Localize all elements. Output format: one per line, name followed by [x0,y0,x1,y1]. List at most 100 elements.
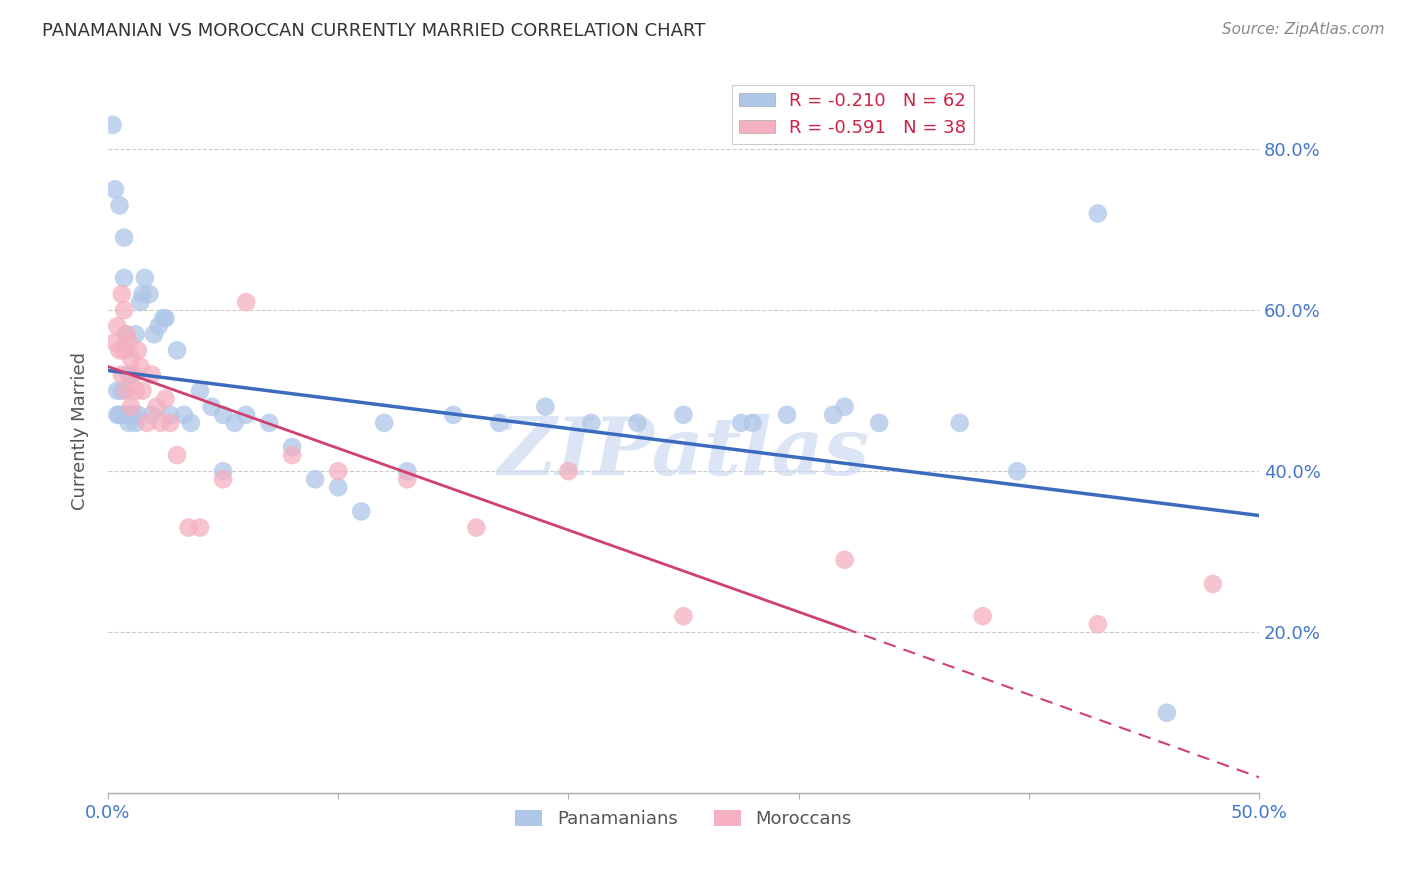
Point [200,400,222,414]
Point [626,416,648,430]
Point [120,400,142,414]
Point [281,448,304,462]
Point [108,198,131,212]
Point [108,408,131,422]
Point [180,416,202,430]
Point [101,118,124,132]
Point [166,448,188,462]
Point [120,351,142,366]
Point [104,182,127,196]
Point [281,440,304,454]
Point [304,472,326,486]
Point [124,384,146,398]
Text: Source: ZipAtlas.com: Source: ZipAtlas.com [1222,22,1385,37]
Point [177,520,200,534]
Point [141,368,163,382]
Point [120,408,142,422]
Point [581,416,603,430]
Point [111,368,134,382]
Point [115,384,138,398]
Point [834,400,856,414]
Point [159,408,181,422]
Point [972,609,994,624]
Point [145,400,167,414]
Point [118,416,141,430]
Point [741,416,763,430]
Point [823,408,845,422]
Point [188,520,211,534]
Point [328,480,350,494]
Point [396,464,419,478]
Point [834,553,856,567]
Point [118,368,141,382]
Point [465,520,488,534]
Point [127,408,149,422]
Point [104,335,127,350]
Point [173,408,195,422]
Point [115,327,138,342]
Point [155,311,177,326]
Point [188,384,211,398]
Point [488,416,510,430]
Point [212,464,235,478]
Point [235,295,257,310]
Point [131,287,153,301]
Point [105,384,128,398]
Text: ZIPatlas: ZIPatlas [498,414,869,491]
Point [120,368,142,382]
Point [1007,464,1029,478]
Point [108,343,131,358]
Point [672,408,695,422]
Point [143,327,166,342]
Point [730,416,752,430]
Point [257,416,280,430]
Point [350,504,373,518]
Point [224,416,246,430]
Point [212,408,235,422]
Point [122,408,145,422]
Point [112,303,135,318]
Point [159,416,181,430]
Point [149,416,172,430]
Point [148,319,170,334]
Point [122,368,145,382]
Point [134,271,156,285]
Point [124,416,146,430]
Point [396,472,419,486]
Y-axis label: Currently Married: Currently Married [72,352,89,510]
Point [672,609,695,624]
Point [328,464,350,478]
Point [212,472,235,486]
Point [534,400,557,414]
Point [111,384,134,398]
Point [166,343,188,358]
Point [127,343,149,358]
Point [111,408,134,422]
Point [112,230,135,244]
Point [111,287,134,301]
Point [131,384,153,398]
Point [112,271,135,285]
Point [138,287,160,301]
Point [1202,577,1225,591]
Legend: Panamanians, Moroccans: Panamanians, Moroccans [508,802,859,835]
Point [136,416,159,430]
Point [155,392,177,406]
Point [441,408,464,422]
Point [129,295,152,310]
Point [129,359,152,374]
Point [115,327,138,342]
Point [141,408,163,422]
Point [1156,706,1178,720]
Point [152,311,174,326]
Point [112,343,135,358]
Point [868,416,890,430]
Point [557,464,579,478]
Text: PANAMANIAN VS MOROCCAN CURRENTLY MARRIED CORRELATION CHART: PANAMANIAN VS MOROCCAN CURRENTLY MARRIED… [42,22,706,40]
Point [118,335,141,350]
Point [949,416,972,430]
Point [105,408,128,422]
Point [1087,206,1109,220]
Point [124,327,146,342]
Point [1087,617,1109,632]
